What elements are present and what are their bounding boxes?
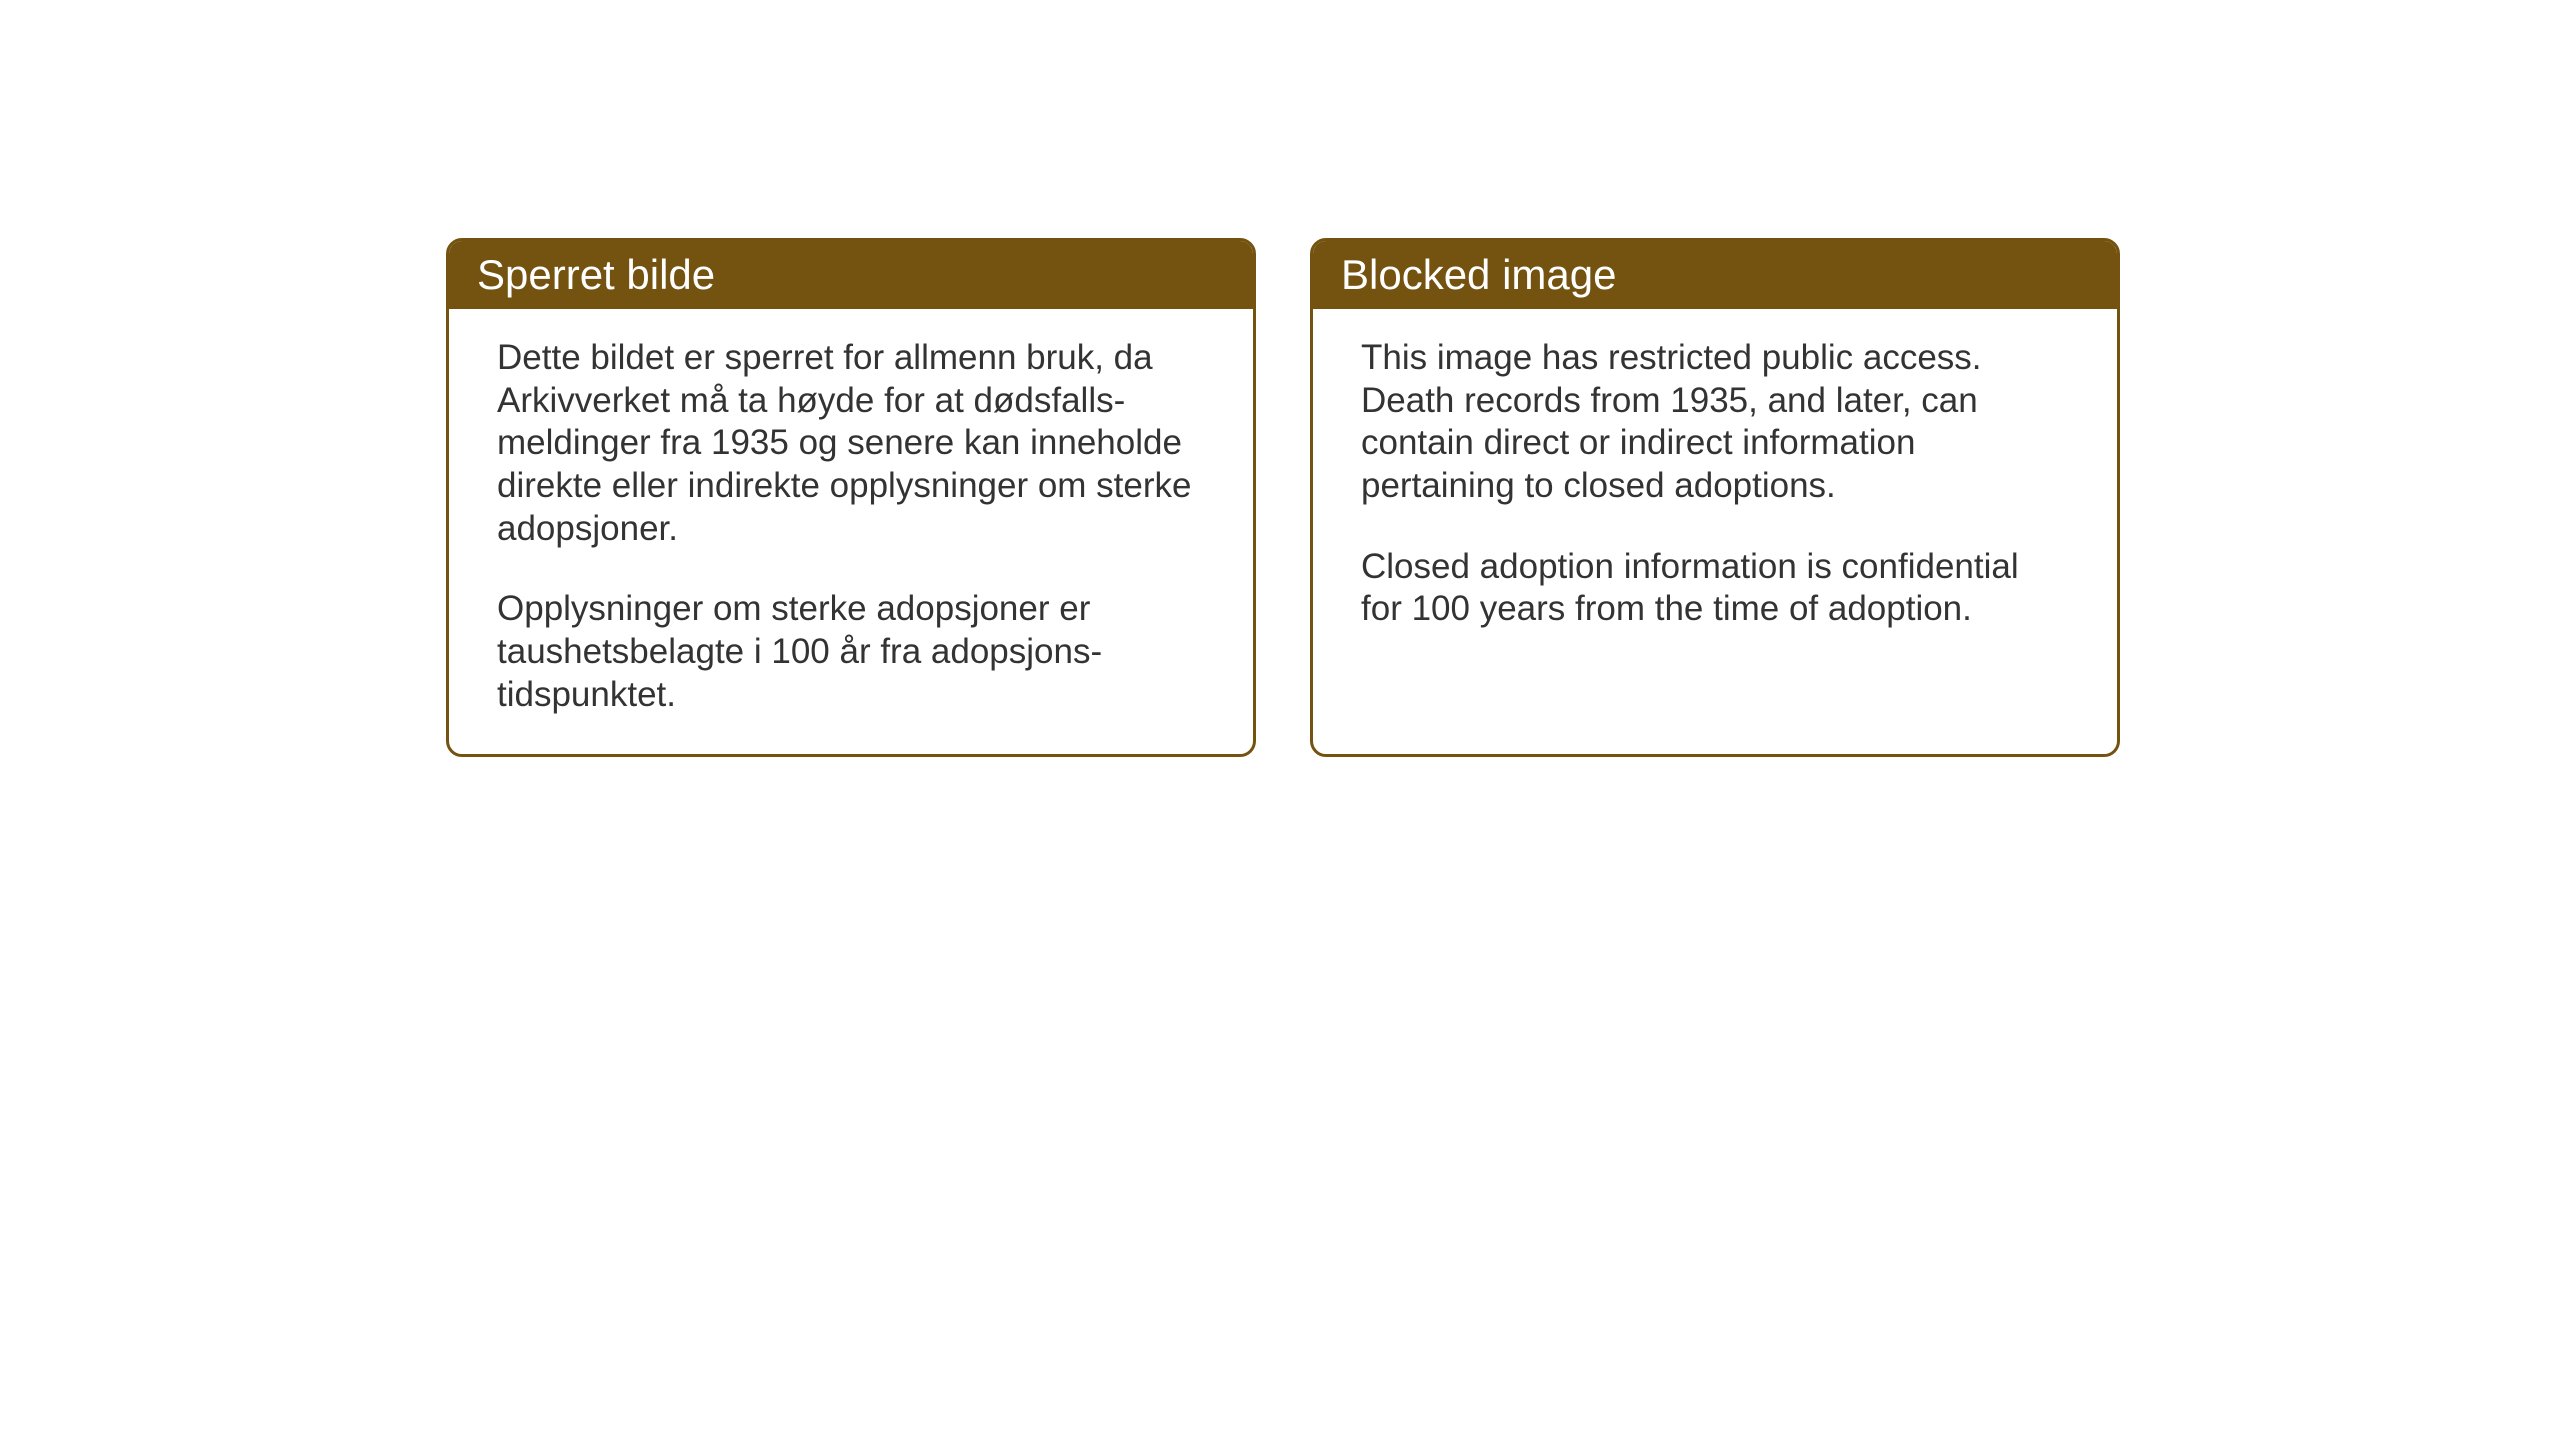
- card-body-norwegian: Dette bildet er sperret for allmenn bruk…: [449, 309, 1253, 753]
- card-paragraph-norwegian-2: Opplysninger om sterke adopsjoner er tau…: [497, 588, 1205, 716]
- card-title-norwegian: Sperret bilde: [477, 251, 715, 298]
- card-body-english: This image has restricted public access.…: [1313, 309, 2117, 667]
- card-title-english: Blocked image: [1341, 251, 1616, 298]
- card-header-norwegian: Sperret bilde: [449, 241, 1253, 309]
- notice-card-norwegian: Sperret bilde Dette bildet er sperret fo…: [446, 238, 1256, 757]
- notice-container: Sperret bilde Dette bildet er sperret fo…: [446, 238, 2120, 757]
- card-header-english: Blocked image: [1313, 241, 2117, 309]
- card-paragraph-english-1: This image has restricted public access.…: [1361, 337, 2069, 508]
- card-paragraph-english-2: Closed adoption information is confident…: [1361, 546, 2069, 631]
- card-paragraph-norwegian-1: Dette bildet er sperret for allmenn bruk…: [497, 337, 1205, 550]
- notice-card-english: Blocked image This image has restricted …: [1310, 238, 2120, 757]
